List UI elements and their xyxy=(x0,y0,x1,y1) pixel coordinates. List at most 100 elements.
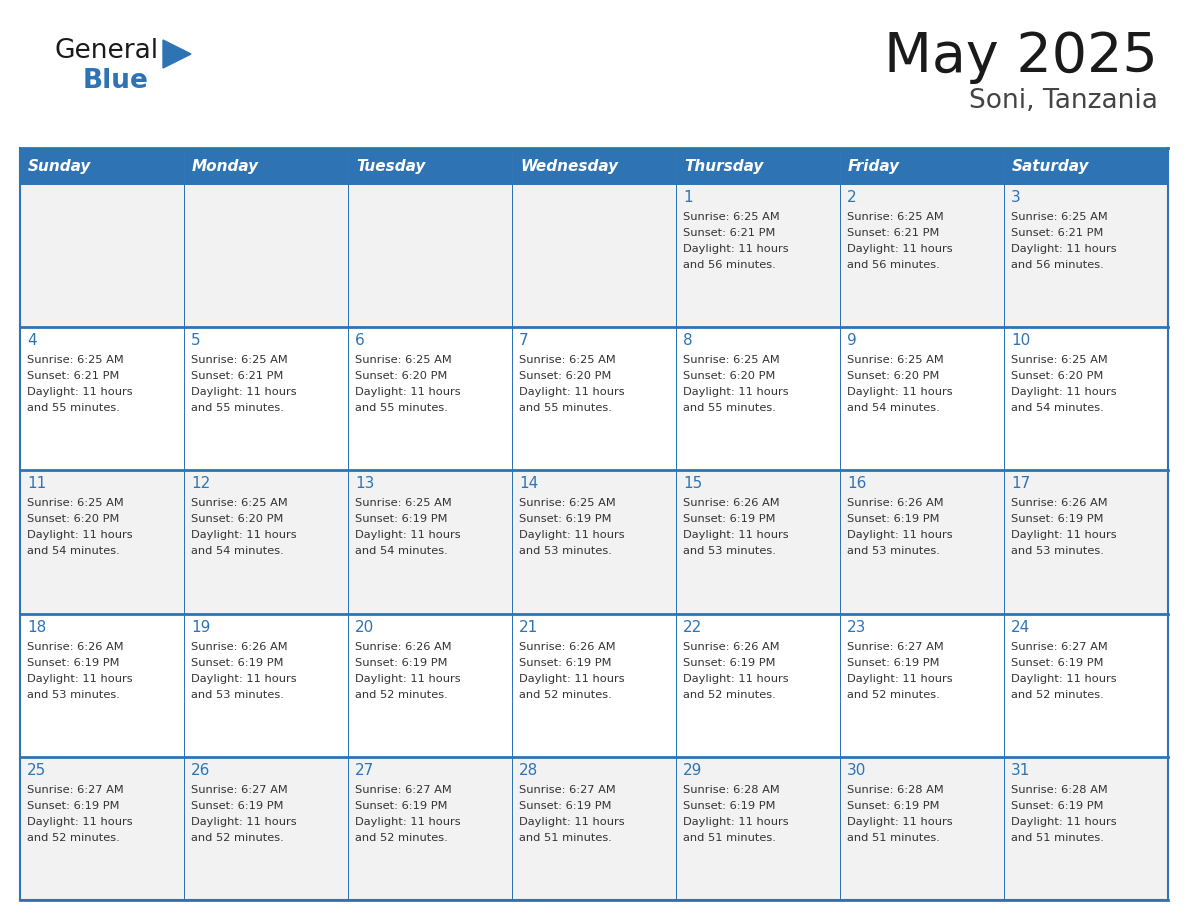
Text: Daylight: 11 hours: Daylight: 11 hours xyxy=(355,531,461,541)
Bar xyxy=(348,184,512,327)
Bar xyxy=(512,148,676,184)
Text: Sunrise: 6:25 AM: Sunrise: 6:25 AM xyxy=(27,355,124,365)
Text: Sunrise: 6:25 AM: Sunrise: 6:25 AM xyxy=(1011,212,1107,222)
Text: Sunrise: 6:26 AM: Sunrise: 6:26 AM xyxy=(519,642,615,652)
Text: Sunset: 6:21 PM: Sunset: 6:21 PM xyxy=(191,371,284,381)
Text: 8: 8 xyxy=(683,333,693,348)
Bar xyxy=(840,327,1004,470)
Text: and 55 minutes.: and 55 minutes. xyxy=(27,403,120,413)
Text: Sunrise: 6:25 AM: Sunrise: 6:25 AM xyxy=(683,355,779,365)
Text: 18: 18 xyxy=(27,620,46,634)
Bar xyxy=(1004,148,1168,184)
Text: 1: 1 xyxy=(683,190,693,205)
Bar xyxy=(512,327,676,470)
Text: Sunrise: 6:25 AM: Sunrise: 6:25 AM xyxy=(847,212,943,222)
Text: Daylight: 11 hours: Daylight: 11 hours xyxy=(27,674,133,684)
Text: Daylight: 11 hours: Daylight: 11 hours xyxy=(355,387,461,397)
Text: Wednesday: Wednesday xyxy=(520,159,618,174)
Text: Daylight: 11 hours: Daylight: 11 hours xyxy=(1011,387,1117,397)
Text: Daylight: 11 hours: Daylight: 11 hours xyxy=(683,387,789,397)
Text: Sunset: 6:21 PM: Sunset: 6:21 PM xyxy=(683,228,776,238)
Text: Sunset: 6:19 PM: Sunset: 6:19 PM xyxy=(27,657,120,667)
Text: and 56 minutes.: and 56 minutes. xyxy=(847,260,940,270)
Text: Daylight: 11 hours: Daylight: 11 hours xyxy=(1011,817,1117,827)
Text: Daylight: 11 hours: Daylight: 11 hours xyxy=(847,817,953,827)
Text: and 52 minutes.: and 52 minutes. xyxy=(355,689,448,700)
Text: Sunrise: 6:26 AM: Sunrise: 6:26 AM xyxy=(191,642,287,652)
Text: Sunrise: 6:26 AM: Sunrise: 6:26 AM xyxy=(1011,498,1107,509)
Text: Daylight: 11 hours: Daylight: 11 hours xyxy=(683,531,789,541)
Text: Blue: Blue xyxy=(83,68,148,94)
Text: and 53 minutes.: and 53 minutes. xyxy=(1011,546,1104,556)
Text: Daylight: 11 hours: Daylight: 11 hours xyxy=(519,531,625,541)
Text: 20: 20 xyxy=(355,620,374,634)
Text: 14: 14 xyxy=(519,476,538,491)
Text: 21: 21 xyxy=(519,620,538,634)
Text: Daylight: 11 hours: Daylight: 11 hours xyxy=(355,674,461,684)
Text: Daylight: 11 hours: Daylight: 11 hours xyxy=(683,244,789,254)
Text: Sunset: 6:19 PM: Sunset: 6:19 PM xyxy=(847,800,940,811)
Text: 25: 25 xyxy=(27,763,46,778)
Text: Sunrise: 6:25 AM: Sunrise: 6:25 AM xyxy=(1011,355,1107,365)
Text: Daylight: 11 hours: Daylight: 11 hours xyxy=(191,387,297,397)
Bar xyxy=(348,470,512,613)
Text: and 52 minutes.: and 52 minutes. xyxy=(191,833,284,843)
Text: 17: 17 xyxy=(1011,476,1030,491)
Text: Daylight: 11 hours: Daylight: 11 hours xyxy=(1011,244,1117,254)
Text: and 52 minutes.: and 52 minutes. xyxy=(355,833,448,843)
Text: Sunset: 6:19 PM: Sunset: 6:19 PM xyxy=(355,514,448,524)
Text: Sunrise: 6:27 AM: Sunrise: 6:27 AM xyxy=(847,642,943,652)
Text: and 54 minutes.: and 54 minutes. xyxy=(847,403,940,413)
Text: Daylight: 11 hours: Daylight: 11 hours xyxy=(519,817,625,827)
Text: Sunset: 6:19 PM: Sunset: 6:19 PM xyxy=(683,800,776,811)
Text: 6: 6 xyxy=(355,333,365,348)
Bar xyxy=(20,184,184,327)
Text: Sunrise: 6:25 AM: Sunrise: 6:25 AM xyxy=(191,355,287,365)
Bar xyxy=(676,327,840,470)
Bar xyxy=(1004,470,1168,613)
Bar xyxy=(348,148,512,184)
Text: Sunset: 6:21 PM: Sunset: 6:21 PM xyxy=(1011,228,1104,238)
Text: Daylight: 11 hours: Daylight: 11 hours xyxy=(27,817,133,827)
Text: Sunset: 6:19 PM: Sunset: 6:19 PM xyxy=(27,800,120,811)
Bar xyxy=(840,148,1004,184)
Text: Daylight: 11 hours: Daylight: 11 hours xyxy=(27,387,133,397)
Text: and 56 minutes.: and 56 minutes. xyxy=(1011,260,1104,270)
Text: Daylight: 11 hours: Daylight: 11 hours xyxy=(847,244,953,254)
Text: Daylight: 11 hours: Daylight: 11 hours xyxy=(683,674,789,684)
Text: Sunset: 6:19 PM: Sunset: 6:19 PM xyxy=(683,657,776,667)
Text: Daylight: 11 hours: Daylight: 11 hours xyxy=(1011,531,1117,541)
Text: Sunrise: 6:25 AM: Sunrise: 6:25 AM xyxy=(519,355,615,365)
Bar xyxy=(1004,756,1168,900)
Text: Sunset: 6:21 PM: Sunset: 6:21 PM xyxy=(847,228,940,238)
Text: and 55 minutes.: and 55 minutes. xyxy=(519,403,612,413)
Text: 29: 29 xyxy=(683,763,702,778)
Text: and 54 minutes.: and 54 minutes. xyxy=(1011,403,1104,413)
Text: and 54 minutes.: and 54 minutes. xyxy=(27,546,120,556)
Text: Sunrise: 6:25 AM: Sunrise: 6:25 AM xyxy=(519,498,615,509)
Bar xyxy=(676,148,840,184)
Bar xyxy=(20,327,184,470)
Bar xyxy=(184,470,348,613)
Text: 3: 3 xyxy=(1011,190,1020,205)
Text: Daylight: 11 hours: Daylight: 11 hours xyxy=(27,531,133,541)
Text: 16: 16 xyxy=(847,476,866,491)
Text: Sunrise: 6:27 AM: Sunrise: 6:27 AM xyxy=(27,785,124,795)
Text: Saturday: Saturday xyxy=(1012,159,1089,174)
Text: Sunrise: 6:28 AM: Sunrise: 6:28 AM xyxy=(847,785,943,795)
Text: Daylight: 11 hours: Daylight: 11 hours xyxy=(1011,674,1117,684)
Bar xyxy=(676,756,840,900)
Text: Sunrise: 6:28 AM: Sunrise: 6:28 AM xyxy=(683,785,779,795)
Text: Sunrise: 6:26 AM: Sunrise: 6:26 AM xyxy=(683,498,779,509)
Text: Sunset: 6:19 PM: Sunset: 6:19 PM xyxy=(519,514,612,524)
Text: Sunset: 6:19 PM: Sunset: 6:19 PM xyxy=(683,514,776,524)
Text: 31: 31 xyxy=(1011,763,1030,778)
Bar xyxy=(184,613,348,756)
Bar xyxy=(184,184,348,327)
Text: Daylight: 11 hours: Daylight: 11 hours xyxy=(847,387,953,397)
Polygon shape xyxy=(163,40,191,68)
Text: 19: 19 xyxy=(191,620,210,634)
Text: Sunrise: 6:25 AM: Sunrise: 6:25 AM xyxy=(847,355,943,365)
Text: Daylight: 11 hours: Daylight: 11 hours xyxy=(191,674,297,684)
Text: Sunset: 6:19 PM: Sunset: 6:19 PM xyxy=(191,657,284,667)
